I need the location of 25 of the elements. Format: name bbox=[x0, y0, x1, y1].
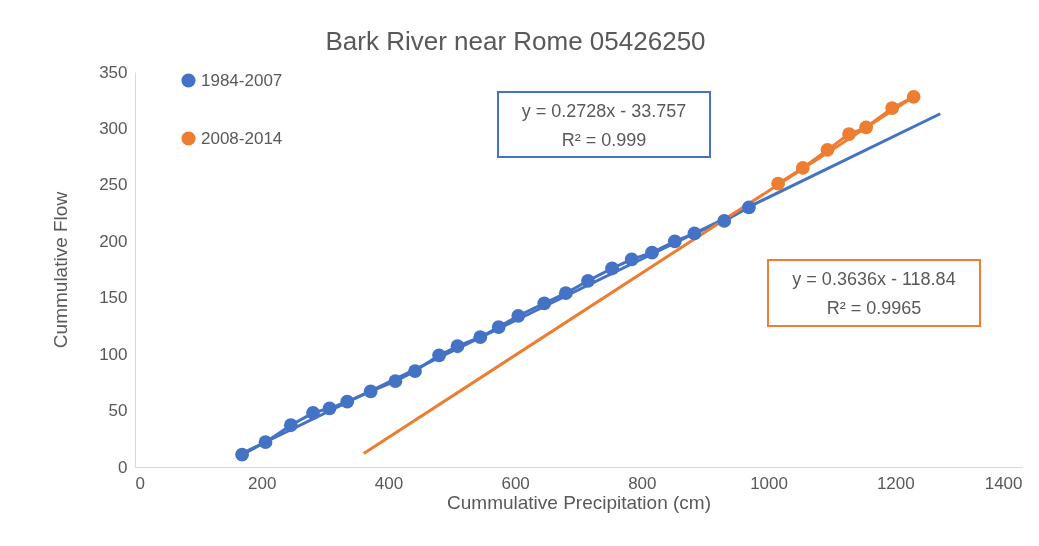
y-tick-label: 100 bbox=[99, 344, 128, 364]
y-tick-label: 200 bbox=[99, 231, 128, 251]
x-tick-label: 1400 bbox=[984, 473, 1023, 493]
x-tick-label: 400 bbox=[374, 473, 404, 493]
annotation: y = 0.3636x - 118.84 bbox=[792, 269, 956, 289]
y-tick-label: 350 bbox=[99, 62, 128, 82]
legend-label: 1984-2007 bbox=[201, 70, 283, 90]
chart-title: Bark River near Rome 05426250 bbox=[325, 26, 706, 56]
x-tick-label: 0 bbox=[135, 473, 145, 493]
y-axis-title: Cummulative Flow bbox=[50, 191, 72, 349]
x-tick-label: 600 bbox=[501, 473, 530, 493]
annotation: R² = 0.999 bbox=[561, 130, 647, 150]
y-tick-label: 300 bbox=[99, 118, 128, 138]
x-tick-label: 200 bbox=[248, 473, 277, 493]
annotation: R² = 0.9965 bbox=[826, 298, 922, 318]
x-tick-label: 1000 bbox=[750, 473, 788, 493]
y-tick-label: 50 bbox=[108, 401, 128, 421]
x-axis-title: Cummulative Precipitation (cm) bbox=[447, 491, 711, 513]
legend-label: 2008-2014 bbox=[201, 128, 283, 148]
y-tick-label: 150 bbox=[99, 288, 128, 308]
y-tick-label: 0 bbox=[118, 457, 128, 477]
x-tick-label: 1200 bbox=[876, 473, 915, 493]
y-tick-label: 250 bbox=[99, 175, 128, 195]
annotation: y = 0.2728x - 33.757 bbox=[521, 101, 687, 121]
x-tick-label: 800 bbox=[628, 473, 657, 493]
